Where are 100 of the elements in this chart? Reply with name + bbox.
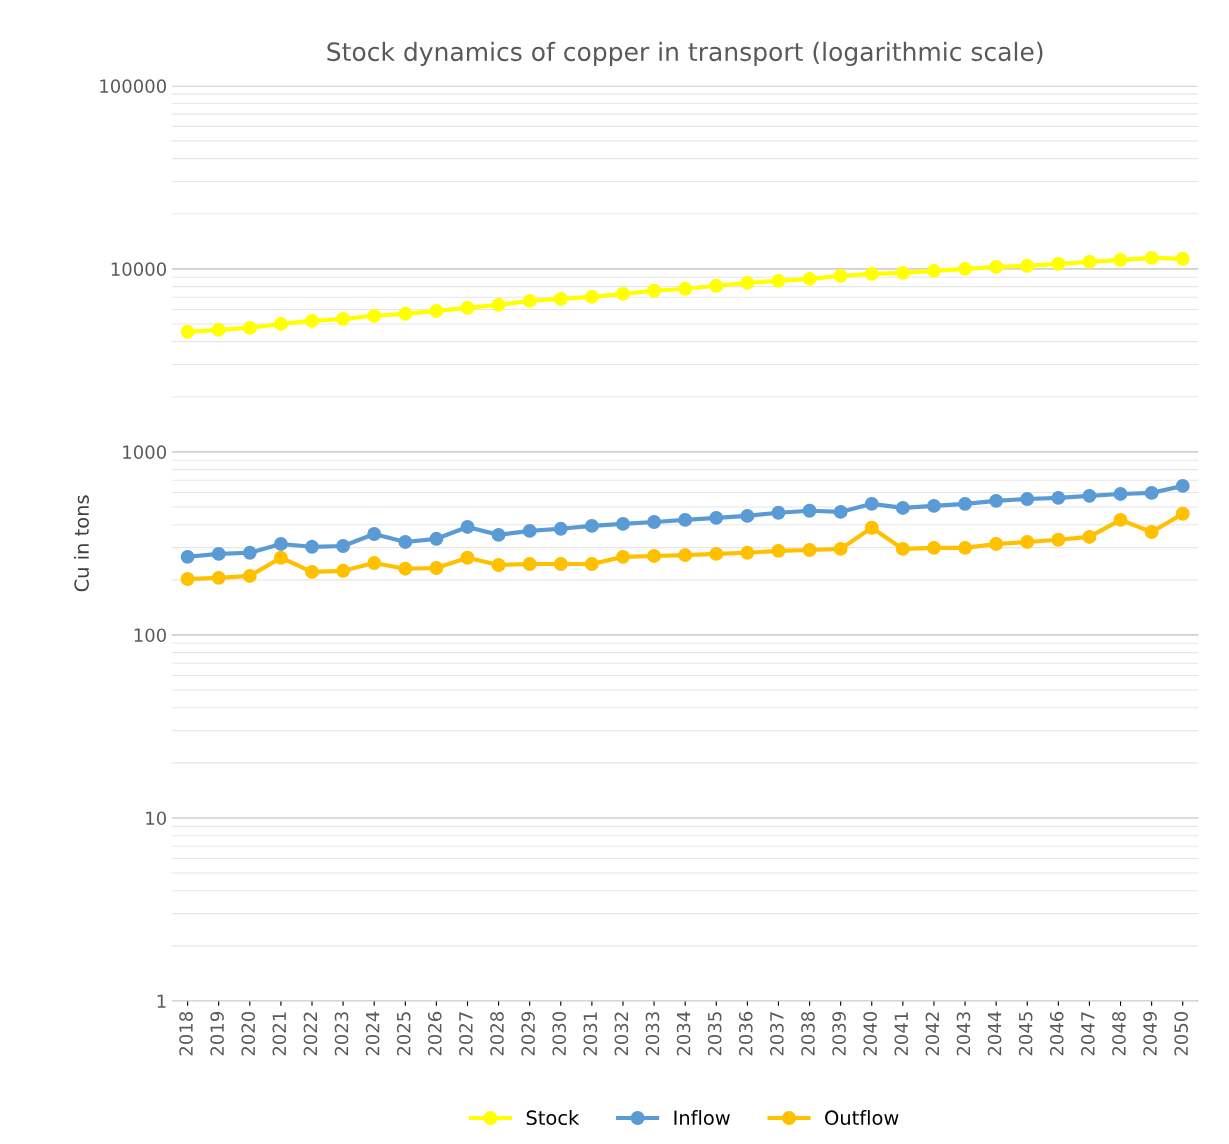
point — [1051, 532, 1066, 547]
y-tick-label: 100000 — [100, 79, 166, 93]
point — [398, 535, 413, 549]
point — [367, 527, 382, 541]
x-tick-label: 2045 — [1018, 1012, 1033, 1056]
point — [771, 273, 786, 288]
x-tick-label: 2027 — [459, 1012, 473, 1056]
point — [958, 261, 972, 276]
point — [895, 500, 910, 515]
point — [367, 556, 382, 570]
y-tick-label: 10 — [146, 811, 166, 826]
point — [802, 271, 817, 286]
y-tick-label: 100 — [134, 628, 166, 643]
point — [429, 561, 444, 575]
point — [180, 572, 195, 586]
point — [180, 549, 195, 564]
point — [305, 313, 319, 328]
point — [771, 543, 786, 558]
point — [242, 320, 257, 335]
point — [989, 537, 1004, 551]
point — [1051, 256, 1066, 271]
point — [989, 259, 1004, 274]
x-tick-label: 2031 — [583, 1012, 598, 1056]
point — [678, 512, 693, 527]
x-tick-label: 2020 — [241, 1011, 256, 1056]
point — [211, 546, 226, 561]
point — [927, 263, 941, 278]
point — [460, 550, 475, 565]
point — [429, 531, 444, 546]
x-tick-label: 2039 — [832, 1011, 846, 1056]
x-tick-label: 2028 — [490, 1011, 504, 1056]
point — [1144, 485, 1159, 500]
point — [1113, 252, 1128, 267]
point — [709, 510, 724, 525]
point — [1082, 488, 1097, 503]
x-tick-label: 2024 — [365, 1011, 380, 1056]
point — [864, 520, 879, 535]
x-tick-label: 2038 — [801, 1011, 815, 1056]
point — [273, 537, 288, 551]
x-tick-label: 2021 — [272, 1012, 287, 1056]
point — [771, 505, 786, 520]
point — [1113, 512, 1128, 527]
legend-label: Stock — [526, 1110, 580, 1126]
point — [553, 521, 568, 536]
legend-label: Inflow — [674, 1110, 730, 1126]
point — [958, 540, 972, 555]
x-tick-label: 2032 — [614, 1012, 629, 1056]
point — [273, 550, 288, 565]
x-tick-label: 2035 — [707, 1012, 722, 1056]
point — [336, 539, 351, 553]
point — [1175, 251, 1190, 266]
x-tick-label: 2050 — [1174, 1011, 1188, 1056]
point — [1144, 525, 1159, 539]
point — [1082, 254, 1097, 269]
point — [740, 545, 755, 560]
point — [647, 549, 662, 563]
point — [647, 515, 662, 529]
x-tick-label: 2049 — [1143, 1011, 1157, 1056]
point — [1144, 250, 1159, 265]
point — [647, 283, 662, 298]
point — [1020, 258, 1035, 273]
point — [429, 303, 444, 318]
point — [180, 324, 195, 339]
x-tick-label: 2036 — [738, 1011, 753, 1056]
y-tick-label: 1000 — [123, 445, 166, 459]
point — [553, 557, 568, 571]
point — [1175, 506, 1190, 521]
point — [522, 523, 537, 538]
x-tick-label: 2040 — [863, 1011, 877, 1056]
point — [927, 540, 941, 555]
point — [709, 278, 724, 293]
x-tick-label: 2025 — [396, 1012, 411, 1056]
point — [895, 541, 910, 556]
x-tick-label: 2022 — [303, 1012, 318, 1056]
point — [616, 286, 630, 301]
point — [616, 549, 630, 564]
point — [522, 293, 537, 308]
x-tick-label: 2026 — [427, 1011, 442, 1056]
point — [833, 268, 848, 283]
point — [367, 308, 382, 323]
point — [584, 289, 599, 304]
x-tick-label: 2018 — [179, 1011, 193, 1056]
point — [958, 496, 972, 511]
point — [740, 275, 755, 290]
point — [491, 297, 506, 312]
point — [1082, 529, 1097, 544]
x-tick-label: 2023 — [334, 1012, 349, 1056]
point — [398, 306, 413, 321]
point — [1051, 490, 1066, 505]
chart-title: Stock dynamics of copper in transport (logarithmic scale) — [327, 41, 1043, 66]
x-tick-label: 2047 — [1081, 1012, 1095, 1056]
point — [398, 561, 413, 576]
point — [336, 311, 351, 326]
point — [553, 291, 568, 306]
x-tick-label: 2048 — [1112, 1011, 1126, 1056]
point — [522, 557, 537, 571]
point — [1113, 487, 1128, 501]
point — [584, 557, 599, 571]
point — [491, 558, 506, 572]
point — [678, 548, 693, 563]
